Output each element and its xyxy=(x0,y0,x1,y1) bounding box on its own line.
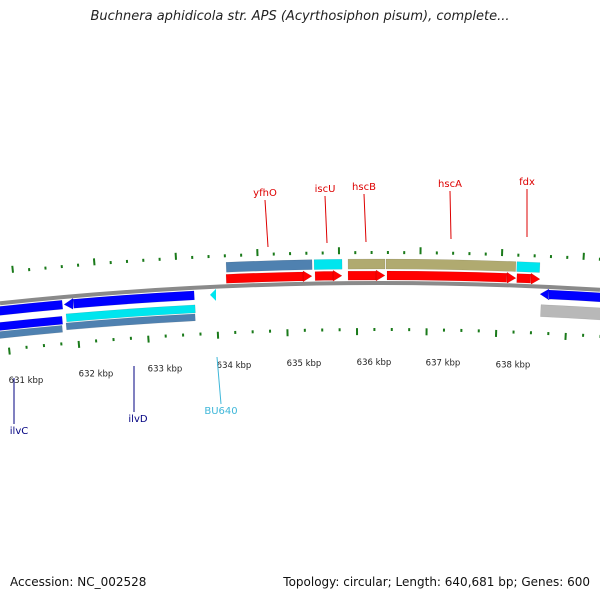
feature-hscB-cog[interactable] xyxy=(347,258,386,270)
feature-iscU-cog[interactable] xyxy=(313,258,343,270)
scale-tick xyxy=(92,258,96,266)
gene-label-yfhO[interactable]: yfhO xyxy=(253,188,277,199)
cds-ilvD[interactable] xyxy=(63,290,195,310)
scale-ticks: 631 kbp 632 kbp 633 kbp 634 kbp 635 kbp 636 k… xyxy=(8,247,600,386)
cds-right-reverse[interactable] xyxy=(539,288,600,303)
cds-hscB[interactable] xyxy=(347,269,386,282)
backbone-line xyxy=(0,281,600,306)
feature-hscA-cog[interactable] xyxy=(385,258,517,272)
cds-fdx[interactable] xyxy=(516,272,541,285)
gene-label-fdx[interactable]: fdx xyxy=(519,177,535,188)
feature-ilvC-cog-b[interactable] xyxy=(0,325,63,340)
cds-ilvC[interactable] xyxy=(0,299,64,317)
scale-tick xyxy=(11,265,14,273)
scale-label: 631 kbp xyxy=(9,376,44,386)
gene-label-ilvD[interactable]: ilvD xyxy=(128,414,147,425)
map-title: Buchnera aphidicola str. APS (Acyrthosip… xyxy=(90,9,510,24)
feature-ilvD-cog-b[interactable] xyxy=(65,313,196,331)
scale-label: 638 kbp xyxy=(496,361,531,371)
cds-iscU[interactable] xyxy=(314,269,343,282)
label-leader xyxy=(216,356,222,405)
gene-label-BU640[interactable]: BU640 xyxy=(204,406,237,417)
scale-label: 635 kbp xyxy=(287,359,322,369)
feature-tracks xyxy=(0,258,600,340)
scale-label: 634 kbp xyxy=(217,361,252,371)
topology-stats: Topology: circular; Length: 640,681 bp; … xyxy=(283,575,590,589)
scale-tick xyxy=(8,347,11,355)
gene-labels: yfhO iscU hscB hscA fdx ilvC ilvD BU640 xyxy=(10,177,535,437)
accession-text: Accession: NC_002528 xyxy=(10,575,147,589)
feature-fdx-cog[interactable] xyxy=(516,261,541,273)
label-leader xyxy=(324,195,328,244)
gene-label-iscU[interactable]: iscU xyxy=(315,184,336,195)
label-leader xyxy=(264,199,269,248)
cds-BU640[interactable] xyxy=(210,288,216,301)
cds-hscA[interactable] xyxy=(386,270,517,284)
cds-yfhO[interactable] xyxy=(225,270,313,284)
backbone-track xyxy=(0,281,600,306)
scale-label: 633 kbp xyxy=(148,365,183,375)
label-leader xyxy=(363,193,367,243)
feature-yfhO-cog[interactable] xyxy=(225,259,313,273)
gene-label-hscA[interactable]: hscA xyxy=(438,179,462,190)
gene-label-ilvC[interactable]: ilvC xyxy=(10,426,28,437)
label-leader xyxy=(449,190,452,240)
scale-label: 636 kbp xyxy=(357,358,392,368)
scale-label: 637 kbp xyxy=(426,359,461,369)
feature-ilvD-cog-a[interactable] xyxy=(65,304,196,323)
feature-right-grey[interactable] xyxy=(540,304,600,321)
scale-tick xyxy=(77,340,81,348)
scale-label: 632 kbp xyxy=(79,369,114,379)
feature-ilvC-cog[interactable] xyxy=(0,316,63,332)
gene-label-hscB[interactable]: hscB xyxy=(352,182,376,193)
